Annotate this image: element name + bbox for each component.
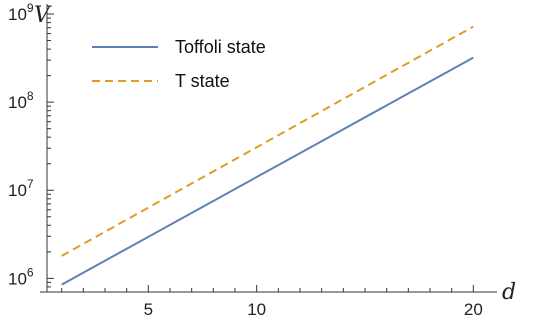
series-layer [61, 25, 474, 286]
y-tick-label: 106 [8, 265, 34, 288]
y-tick-label: 109 [8, 1, 34, 24]
y-tick-label: 107 [8, 177, 34, 200]
x-ticks: 5 10 20 [61, 285, 483, 319]
x-axis-title: d [502, 280, 516, 305]
y-tick-label: 108 [8, 89, 34, 112]
series-line-2 [61, 25, 474, 257]
x-tick-label: 20 [464, 300, 483, 319]
x-tick-label: 10 [247, 300, 266, 319]
x-tick-label: 5 [144, 300, 153, 319]
legend: Toffoli state T state [92, 37, 266, 91]
y-ticks: 106 107 108 109 [8, 1, 54, 293]
legend-label: T state [175, 71, 230, 91]
y-axis-title: V [34, 3, 52, 28]
legend-label: Toffoli state [175, 37, 266, 57]
series-line-1 [61, 56, 474, 286]
